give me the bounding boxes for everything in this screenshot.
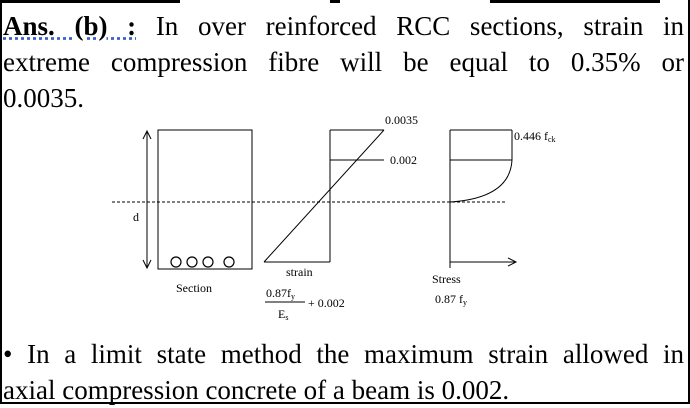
answer-paragraph: Ans. (b) : In over reinforced RCC sectio… bbox=[3, 8, 684, 116]
stress-top-label: 0.446 fck bbox=[514, 129, 556, 144]
reinforcement-bars bbox=[170, 256, 235, 268]
depth-arrow bbox=[142, 129, 152, 270]
formula-rest: + 0.002 bbox=[308, 296, 345, 310]
formula-denominator: Es bbox=[278, 307, 288, 322]
answer-line-2: extreme compression fibre will be equal … bbox=[3, 47, 684, 77]
section-label: Section bbox=[176, 281, 212, 295]
answer-label: Ans. (b) : bbox=[3, 11, 137, 41]
answer-line-1: Ans. (b) : In over reinforced RCC sectio… bbox=[3, 8, 684, 44]
stress-diagram bbox=[449, 129, 518, 268]
stress-label: Stress bbox=[432, 272, 461, 286]
strain-diagram bbox=[263, 129, 385, 263]
answer-line-3: 0.0035. bbox=[3, 83, 84, 113]
formula-numerator: 0.87fy bbox=[266, 286, 295, 301]
top-border bbox=[0, 0, 690, 4]
strain-top-label: 0.0035 bbox=[385, 113, 418, 127]
section-rect bbox=[157, 129, 253, 270]
answer-line-1-text: In over reinforced RCC sections, strain … bbox=[155, 11, 685, 41]
bullet-line-1: • In a limit state method the maximum st… bbox=[3, 339, 684, 369]
strain-label: strain bbox=[286, 265, 313, 279]
stress-bottom-label: 0.87 fy bbox=[435, 292, 467, 307]
bullet-paragraph: • In a limit state method the maximum st… bbox=[3, 336, 684, 408]
bullet-line-2: axial compression concrete of a beam is … bbox=[3, 375, 510, 405]
depth-label: d bbox=[133, 210, 139, 224]
strain-mid-label: 0.002 bbox=[390, 153, 417, 167]
